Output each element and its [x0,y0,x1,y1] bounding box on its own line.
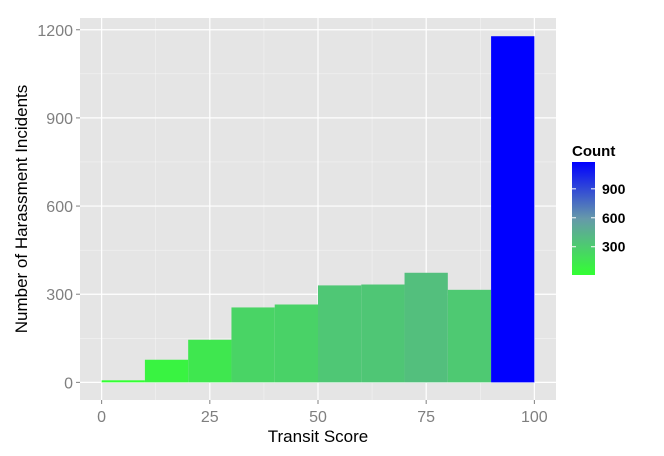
legend-title: Count [572,143,615,160]
y-tick-label: 600 [46,199,73,216]
bar [231,307,275,383]
x-tick-label: 0 [97,409,106,426]
x-tick-label: 50 [309,409,327,426]
colorbar [572,162,595,275]
x-axis-ticks: 0 25 50 75 100 [97,400,548,426]
y-tick-label: 0 [64,375,73,392]
bar [101,380,145,383]
legend-label: 600 [602,210,626,226]
bar [447,289,492,383]
bar [274,304,318,383]
y-tick-label: 300 [46,287,73,304]
bars [101,36,535,383]
bar [144,359,189,383]
y-tick-label: 1200 [37,23,73,40]
legend-label: 300 [602,239,626,255]
x-tick-label: 25 [201,409,219,426]
legend-colorbar: Count 300 600 900 [572,143,626,275]
bar [188,339,232,383]
bar [491,36,535,383]
y-axis-title: Number of Harassment Incidents [12,85,31,334]
x-tick-label: 100 [521,409,548,426]
x-axis-title: Transit Score [268,427,368,446]
legend-label: 900 [602,181,626,197]
y-axis-ticks: 0 300 600 900 1200 [37,23,80,392]
bar [361,284,405,383]
bar [404,272,448,383]
x-tick-label: 75 [417,409,435,426]
bar [318,285,362,383]
y-tick-label: 900 [46,111,73,128]
